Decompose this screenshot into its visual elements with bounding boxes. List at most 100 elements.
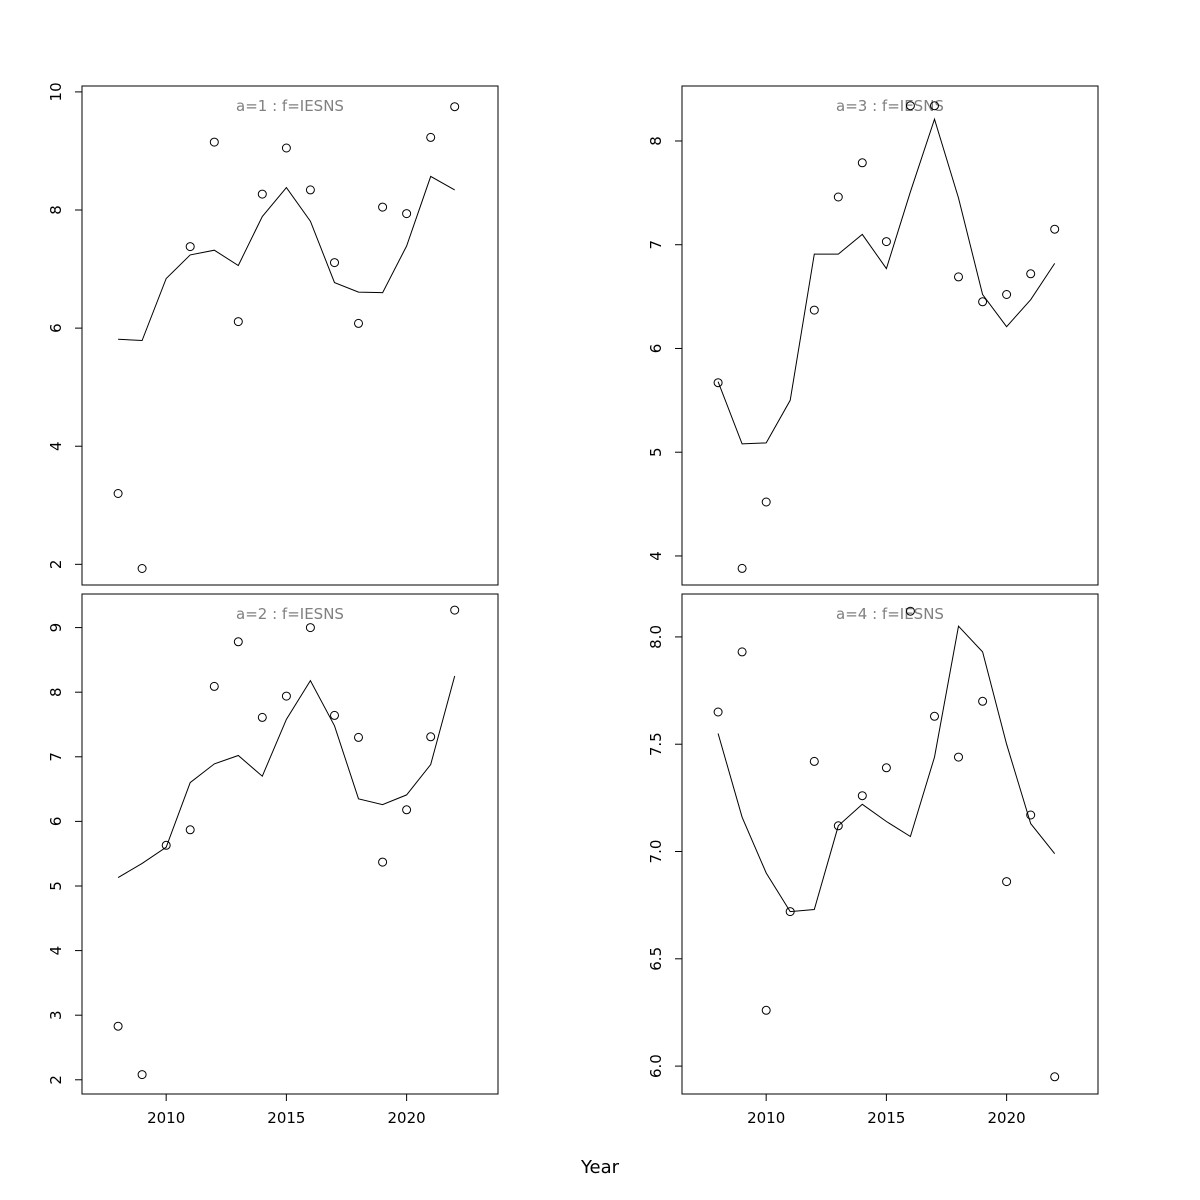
observed-point [233,317,243,327]
observed-point [137,564,147,573]
fitted-line [118,175,455,342]
observed-point [450,605,460,615]
observed-point [209,681,219,691]
y-tick-label: 5 [47,881,65,891]
panel-title: a=1 : f=IESNS [236,97,344,115]
observed-point [978,696,988,706]
observed-point [761,1005,771,1015]
observed-point [881,763,891,773]
observed-point [761,497,771,507]
panel-title: a=3 : f=IESNS [836,97,944,115]
observed-point [713,378,723,388]
x-tick-label: 2015 [867,1109,905,1127]
y-tick-label: 7.5 [647,732,665,756]
y-tick-label: 2 [47,560,65,570]
observed-point [1002,290,1012,299]
y-tick-label: 7.0 [647,840,665,864]
y-tick-label: 7 [647,240,665,250]
observed-point [713,707,723,717]
observed-point [185,242,195,252]
y-tick-label: 8.0 [647,625,665,649]
panel-4: a=4 : f=IESNS 6.0 6.5 7.0 7.5 8.0 2010 2015 2020 [647,593,1099,1127]
observed-point [257,189,267,199]
y-tick-label: 7 [47,752,65,762]
y-tick-label: 8 [47,205,65,215]
observed-point [233,637,243,647]
observed-point [354,318,363,328]
x-tick-label: 2010 [147,1109,185,1127]
plot-frame [81,85,499,586]
observed-point [930,101,939,111]
observed-point [857,158,867,168]
observed-point [450,102,460,112]
y-tick-label: 6 [647,344,665,354]
observed-point [881,237,891,247]
observed-point [330,258,339,268]
observed-point [426,132,436,142]
y-tick-label: 5 [647,447,665,457]
observed-point [161,840,171,850]
observed-point [209,137,219,147]
panel-title: a=4 : f=IESNS [836,605,944,623]
x-tick-label: 2020 [388,1109,426,1127]
panel-1: a=1 : f=IESNS 2 4 6 8 10 [47,82,499,586]
observed-point [1026,269,1036,279]
y-tick-label: 6 [47,817,65,827]
observed-point [737,647,747,657]
x-tick-label: 2010 [747,1109,785,1127]
y-tick-label: 6.0 [647,1054,665,1078]
y-tick-label: 4 [47,946,65,956]
observed-point [378,202,388,212]
observed-point [857,791,867,801]
observed-point [809,756,819,766]
x-tick-label: 2020 [988,1109,1026,1127]
observed-point [378,857,388,867]
y-tick-label: 4 [47,441,65,451]
observed-point [905,101,915,111]
x-tick-label: 2015 [267,1109,305,1127]
y-tick-label: 9 [47,623,65,633]
observed-point [833,821,843,831]
observed-point [954,272,963,282]
observed-point [281,143,291,153]
plot-frame [681,593,1099,1095]
y-tick-label: 6.5 [647,947,665,971]
observed-point [809,305,819,315]
observed-point [905,606,915,616]
observed-point [185,825,195,835]
observed-point [402,209,412,219]
fitted-line [717,625,1056,913]
observed-point [1050,1072,1060,1082]
y-tick-label: 2 [47,1075,65,1085]
observed-point [330,710,339,720]
observed-point [402,805,412,815]
observed-point [833,192,843,202]
observed-point [305,185,315,195]
observed-point [257,712,267,722]
panel-3: a=2 : f=IESNS 2 3 4 5 6 7 8 9 2010 2015 2020 [47,593,499,1127]
plot-frame [681,85,1099,586]
observed-point [113,1021,123,1031]
observed-point [113,489,123,498]
observed-point [930,711,939,721]
y-tick-label: 10 [47,82,65,101]
y-tick-label: 3 [47,1010,65,1020]
observed-point [305,623,315,633]
fitted-line [117,675,456,879]
plot-frame [81,593,499,1095]
y-tick-label: 4 [647,551,665,561]
observed-point [737,563,747,573]
observed-point [1002,877,1012,887]
fitted-line [717,117,1056,445]
observed-point [426,732,436,742]
observed-point [354,732,363,742]
observed-point [137,1070,147,1080]
panel-title: a=2 : f=IESNS [236,605,344,623]
y-tick-label: 6 [47,323,65,333]
observed-point [978,297,988,307]
observed-point [954,752,963,762]
y-tick-label: 8 [647,136,665,146]
y-tick-label: 8 [47,687,65,697]
